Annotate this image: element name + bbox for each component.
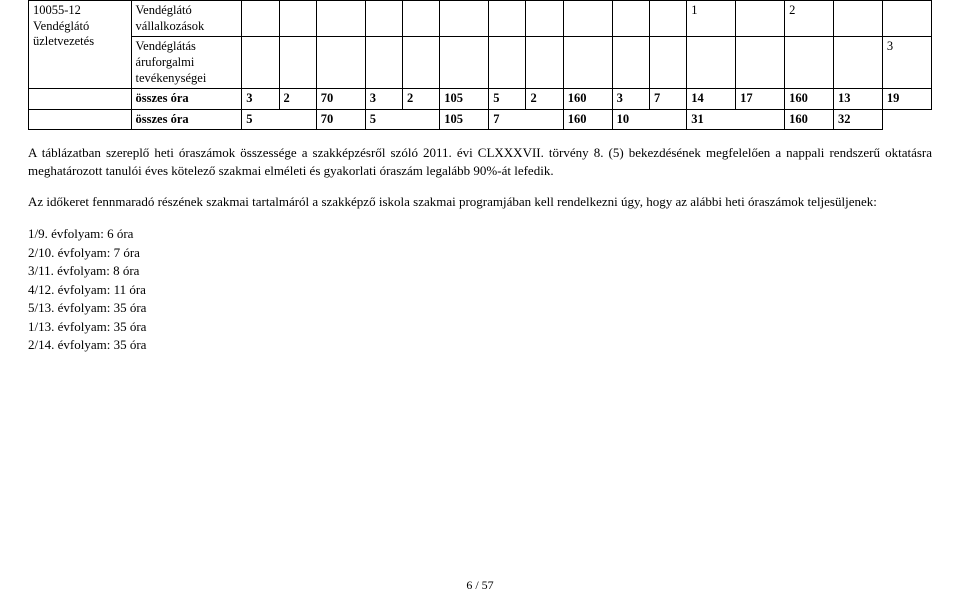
cell: [736, 1, 785, 37]
list-item: 2/14. évfolyam: 35 óra: [28, 336, 932, 354]
cell: [834, 1, 883, 37]
cell: 7: [649, 89, 686, 110]
cell: [687, 37, 736, 89]
text: vállalkozások: [136, 19, 205, 33]
cell: 10: [612, 109, 687, 130]
cell: [440, 37, 489, 89]
paragraph: A táblázatban szereplő heti óraszámok ös…: [28, 144, 932, 179]
cell: 3: [242, 89, 279, 110]
subject-cell: Vendéglátás áruforgalmi tevékenységei: [131, 37, 242, 89]
cell: [402, 37, 439, 89]
subject-cell: Vendéglátó vállalkozások: [131, 1, 242, 37]
list-item: 5/13. évfolyam: 35 óra: [28, 299, 932, 317]
cell: 3: [882, 37, 931, 89]
text: Vendéglátó: [33, 19, 89, 33]
cell: 70: [316, 109, 365, 130]
cell: 32: [834, 109, 883, 130]
cell: 17: [736, 89, 785, 110]
cell: [279, 37, 316, 89]
cell: 2: [526, 89, 563, 110]
cell: [440, 1, 489, 37]
cell: 5: [242, 109, 317, 130]
cell: [242, 37, 279, 89]
cell: [29, 89, 132, 110]
cell: [834, 37, 883, 89]
cell: 5: [489, 89, 526, 110]
cell: [242, 1, 279, 37]
table-row: összes óra 3 2 70 3 2 105 5 2 160 3 7 14…: [29, 89, 932, 110]
cell: 13: [834, 89, 883, 110]
cell: 3: [365, 89, 402, 110]
list-item: 1/13. évfolyam: 35 óra: [28, 318, 932, 336]
list-item: 3/11. évfolyam: 8 óra: [28, 262, 932, 280]
cell: [29, 109, 132, 130]
table-row: 10055-12 Vendéglátó üzletvezetés Vendégl…: [29, 1, 932, 37]
cell: 5: [365, 109, 440, 130]
total-label: összes óra: [131, 109, 242, 130]
table-row: összes óra 5 70 5 105 7 160 10 31 160 32: [29, 109, 932, 130]
cell: 2: [279, 89, 316, 110]
cell: [785, 37, 834, 89]
cell: 31: [687, 109, 785, 130]
cell: [612, 1, 649, 37]
cell: [489, 37, 526, 89]
paragraph: Az időkeret fennmaradó részének szakmai …: [28, 193, 932, 211]
cell: [526, 37, 563, 89]
cell: 160: [785, 89, 834, 110]
cell: [882, 1, 931, 37]
year-hours-list: 1/9. évfolyam: 6 óra 2/10. évfolyam: 7 ó…: [28, 225, 932, 354]
cell: [316, 37, 365, 89]
text: 10055-12: [33, 3, 81, 17]
cell: 160: [563, 109, 612, 130]
cell: 105: [440, 109, 489, 130]
cell: [563, 1, 612, 37]
cell: 2: [785, 1, 834, 37]
cell: 1: [687, 1, 736, 37]
cell: [649, 37, 686, 89]
cell: 160: [785, 109, 834, 130]
cell: [279, 1, 316, 37]
cell: [649, 1, 686, 37]
cell: [563, 37, 612, 89]
cell: [526, 1, 563, 37]
cell: [365, 37, 402, 89]
cell: 160: [563, 89, 612, 110]
cell: 70: [316, 89, 365, 110]
cell: 3: [612, 89, 649, 110]
cell: 14: [687, 89, 736, 110]
cell: [402, 1, 439, 37]
page-number: 6 / 57: [0, 578, 960, 593]
list-item: 2/10. évfolyam: 7 óra: [28, 244, 932, 262]
cell: [365, 1, 402, 37]
cell: [612, 37, 649, 89]
text: Vendéglátás: [136, 39, 196, 53]
total-label: összes óra: [131, 89, 242, 110]
module-code-cell: 10055-12 Vendéglátó üzletvezetés: [29, 1, 132, 89]
text: üzletvezetés: [33, 34, 94, 48]
hours-table: 10055-12 Vendéglátó üzletvezetés Vendégl…: [28, 0, 932, 130]
list-item: 1/9. évfolyam: 6 óra: [28, 225, 932, 243]
cell: [489, 1, 526, 37]
cell: [316, 1, 365, 37]
text: tevékenységei: [136, 71, 207, 85]
text: áruforgalmi: [136, 55, 195, 69]
body-text: A táblázatban szereplő heti óraszámok ös…: [28, 144, 932, 353]
text: Vendéglátó: [136, 3, 192, 17]
table-row: Vendéglátás áruforgalmi tevékenységei 3: [29, 37, 932, 89]
list-item: 4/12. évfolyam: 11 óra: [28, 281, 932, 299]
cell: 19: [882, 89, 931, 110]
cell: 2: [402, 89, 439, 110]
cell: [736, 37, 785, 89]
cell: 7: [489, 109, 564, 130]
cell: 105: [440, 89, 489, 110]
